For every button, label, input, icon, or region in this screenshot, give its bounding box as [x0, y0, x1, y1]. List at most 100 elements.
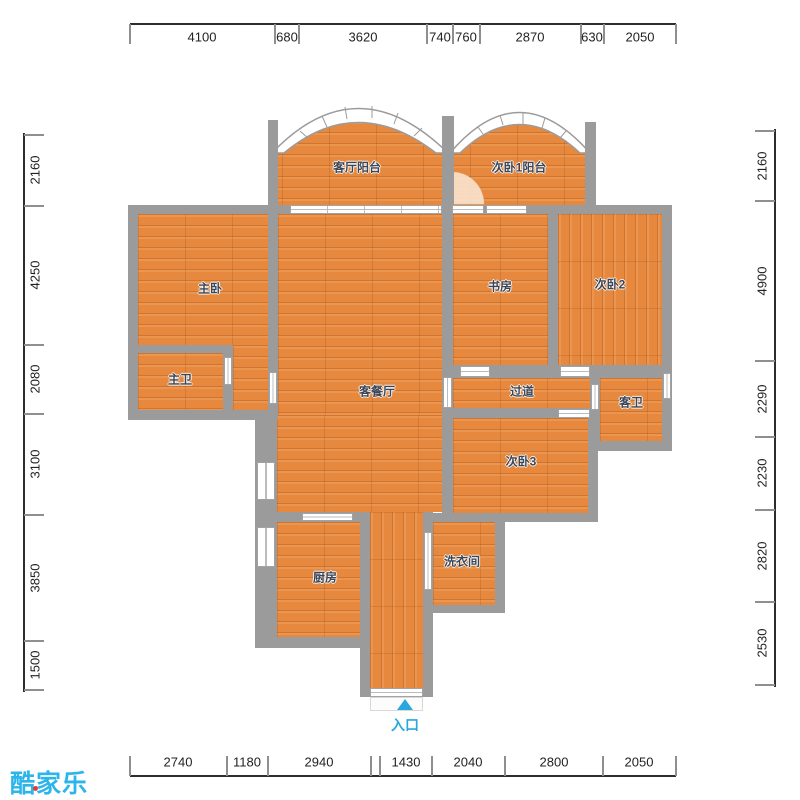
- door-master-bedroom: [269, 372, 277, 404]
- floor-living-dining-lower[interactable]: [277, 415, 442, 512]
- wall-bedroom3-bottom: [423, 513, 598, 522]
- door-hallway: [443, 377, 452, 408]
- dim-tick: [452, 24, 454, 44]
- living-balcony-arch-mullions: [299, 106, 423, 139]
- entrance-arrow-icon: [397, 699, 413, 710]
- dimension-label: 2940: [304, 754, 334, 770]
- floor-bedroom3[interactable]: [453, 418, 588, 513]
- dim-tick: [602, 756, 604, 776]
- window-guest-bath-east: [663, 373, 671, 399]
- door-guest-bath: [591, 384, 599, 410]
- dimension-label: 1180: [233, 754, 261, 770]
- dimension-label: 2530: [754, 628, 770, 658]
- floor-bedroom2[interactable]: [558, 214, 662, 365]
- door-bedroom3: [558, 409, 590, 418]
- dim-tick: [24, 134, 44, 136]
- wall-balcony-divider: [442, 116, 454, 205]
- room-label-living-balcony: 客厅阳台: [332, 160, 382, 175]
- dimension-label: 2870: [515, 29, 545, 45]
- window-kitchen-west: [257, 527, 275, 567]
- wall-kitchen-bottom: [255, 637, 370, 648]
- room-label-study: 书房: [487, 279, 513, 294]
- dim-line-bottom: [130, 775, 676, 777]
- dim-tick: [274, 24, 276, 44]
- dimension-label: 740: [429, 29, 451, 45]
- dim-tick: [24, 640, 44, 642]
- room-label-master-bath: 主卫: [167, 372, 193, 387]
- room-label-living-dining: 客餐厅: [358, 384, 396, 399]
- room-label-bedroom3: 次卧3: [505, 454, 537, 469]
- door-bedroom1-balcony: [452, 205, 484, 214]
- dimension-label: 3620: [348, 29, 378, 45]
- wall-laundry-bottom: [423, 605, 505, 613]
- dim-tick: [24, 689, 44, 691]
- door-laundry: [424, 532, 432, 590]
- room-label-bedroom2: 次卧2: [594, 277, 626, 292]
- window-living-west-1: [257, 462, 275, 500]
- floor-master-bath[interactable]: [138, 353, 223, 410]
- dimension-label: 2050: [625, 29, 655, 45]
- room-label-master-bedroom: 主卧: [197, 281, 223, 296]
- dim-tick: [755, 130, 775, 132]
- floor-guest-bath[interactable]: [600, 378, 662, 441]
- dim-tick: [755, 436, 775, 438]
- floor-entry-corridor[interactable]: [370, 512, 423, 688]
- door-entrance: [370, 688, 423, 697]
- dim-line-top: [130, 23, 676, 25]
- kujiale-logo-text: 酷家乐: [10, 770, 89, 798]
- wall-study-right: [548, 205, 558, 373]
- dim-tick: [603, 24, 605, 44]
- wall-mid-horizontal: [442, 365, 672, 378]
- dimension-label: 1430: [391, 754, 421, 770]
- wall-corridor-right: [423, 512, 433, 697]
- wall-guest-bath-bottom: [590, 441, 672, 451]
- wall-master-bath-top: [128, 345, 233, 353]
- floor-study[interactable]: [453, 214, 548, 365]
- dimension-label: 2740: [163, 754, 193, 770]
- wall-master-right: [268, 205, 278, 420]
- dim-tick: [24, 514, 44, 516]
- floor-master-bedroom[interactable]: [138, 214, 268, 345]
- dim-tick: [755, 509, 775, 511]
- wall-laundry-right: [495, 513, 505, 613]
- dim-tick: [755, 684, 775, 686]
- dim-tick: [675, 24, 677, 44]
- dim-tick: [755, 601, 775, 603]
- dimension-label: 2160: [754, 151, 770, 181]
- wall-right-exterior: [662, 205, 672, 451]
- dimension-label: 2050: [624, 754, 654, 770]
- bedroom1-balcony-arch-window: [448, 111, 592, 154]
- wall-balcony-right: [585, 122, 596, 205]
- dimension-label: 2820: [754, 541, 770, 571]
- living-balcony-arch-window: [270, 107, 450, 154]
- room-label-guest-bath: 客卫: [618, 395, 644, 410]
- wall-balcony-left: [268, 120, 278, 205]
- entrance-label: 入口: [391, 717, 419, 733]
- wall-hallway-bottom: [442, 408, 598, 418]
- window-living-balcony: [290, 205, 442, 214]
- floor-laundry[interactable]: [433, 522, 495, 605]
- dim-tick: [675, 756, 677, 776]
- window-bedroom1-balcony: [486, 205, 527, 214]
- dim-line-left: [23, 133, 25, 692]
- wall-master-bath-bottom: [128, 410, 268, 420]
- dim-tick: [479, 24, 481, 44]
- dimension-label: 680: [276, 29, 298, 45]
- dim-tick: [298, 24, 300, 44]
- dimension-label: 760: [455, 29, 477, 45]
- kujiale-logo: 酷家乐: [10, 764, 88, 800]
- floor-kitchen[interactable]: [277, 522, 360, 637]
- floor-master-vestibule[interactable]: [233, 345, 268, 410]
- dimension-label: 2290: [754, 384, 770, 414]
- room-label-bedroom1-balcony: 次卧1阳台: [491, 160, 547, 175]
- dim-tick: [580, 24, 582, 44]
- dim-tick: [24, 413, 44, 415]
- dim-tick: [426, 24, 428, 44]
- room-label-kitchen: 厨房: [312, 570, 338, 585]
- floor-living-dining-upper[interactable]: [278, 214, 442, 415]
- door-study: [460, 366, 490, 377]
- floor-hallway[interactable]: [453, 378, 590, 408]
- dimension-label: 2800: [539, 754, 569, 770]
- dim-tick: [431, 756, 433, 776]
